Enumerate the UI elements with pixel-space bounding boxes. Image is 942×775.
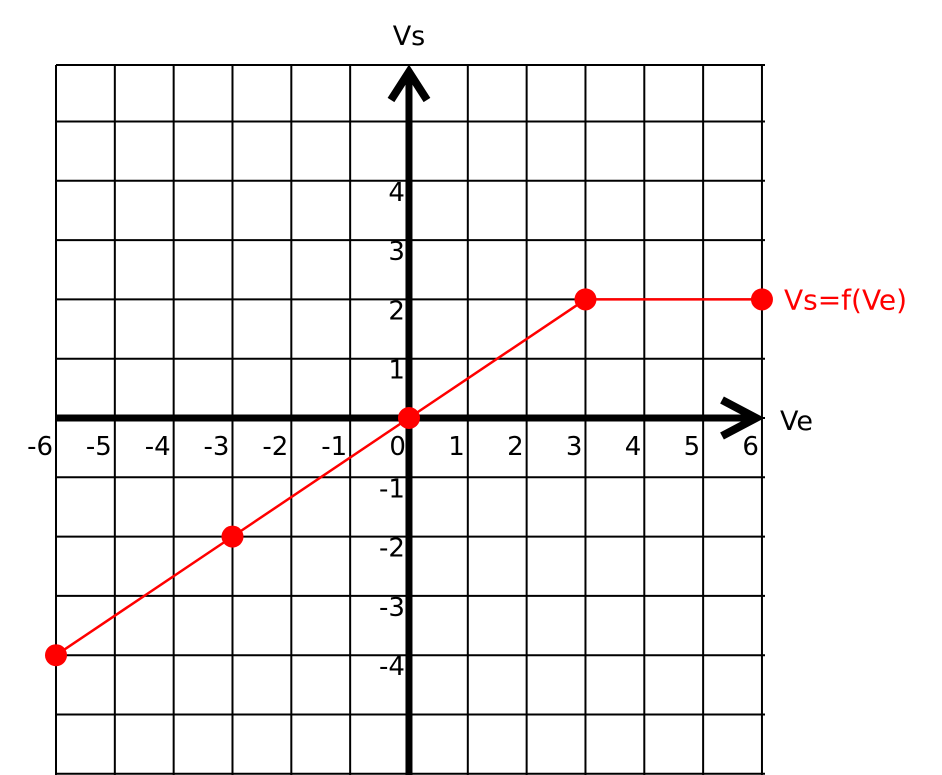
x-tick-label: 2 [507, 432, 524, 462]
x-tick-label: -6 [27, 432, 53, 462]
x-tick-label: -5 [86, 432, 112, 462]
series: Vs=f(Ve) [45, 283, 907, 667]
x-tick-label: -3 [204, 432, 230, 462]
x-tick-label: 4 [625, 432, 642, 462]
x-tick-label: 6 [742, 432, 759, 462]
x-axis-arrow [720, 396, 765, 440]
x-tick-label: 3 [566, 432, 583, 462]
y-tick-label: -1 [379, 474, 405, 504]
y-axis-title: Vs [393, 21, 426, 52]
data-point [574, 288, 597, 311]
x-tick-label: 1 [448, 432, 465, 462]
data-point [397, 407, 420, 429]
data-point [45, 644, 67, 667]
data-point [750, 288, 773, 311]
tick-labels: -6 -5 -4 -3 -2 -1 0 1 2 3 4 5 6 4 3 2 1 -1 -2 -3 -4 [27, 178, 759, 682]
x-tick-label: -1 [321, 432, 347, 462]
x-tick-label: 5 [684, 432, 701, 462]
y-tick-label: 4 [388, 178, 405, 208]
x-tick-label: 0 [389, 432, 406, 462]
x-tick-label: -2 [262, 432, 288, 462]
y-tick-label: -4 [379, 652, 405, 682]
y-tick-label: 1 [388, 356, 405, 386]
data-point [221, 525, 244, 548]
x-tick-label: -4 [145, 432, 171, 462]
y-tick-label: -2 [379, 534, 405, 564]
y-tick-label: 3 [388, 237, 405, 267]
x-axis-title: Ve [780, 406, 813, 437]
series-label: Vs=f(Ve) [784, 283, 907, 316]
y-tick-label: -3 [379, 593, 405, 623]
y-axis-arrow [387, 64, 431, 103]
y-tick-label: 2 [388, 296, 405, 326]
